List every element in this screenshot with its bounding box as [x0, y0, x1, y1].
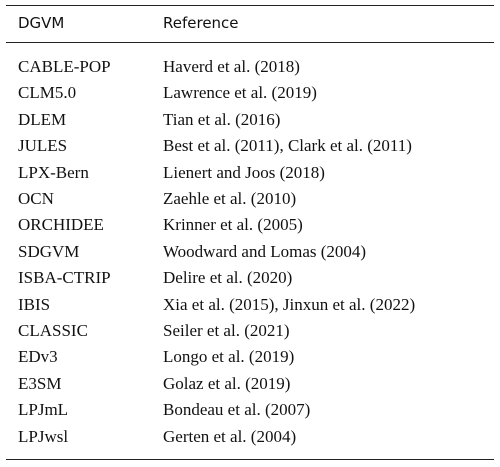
reference-cell: Bondeau et al. (2007) — [163, 400, 311, 420]
reference-cell: Longo et al. (2019) — [163, 347, 295, 367]
model-cell: SDGVM — [18, 241, 80, 261]
bottom-rule — [6, 459, 494, 461]
reference-cell: Lawrence et al. (2019) — [163, 83, 317, 103]
reference-cell: Woodward and Lomas (2004) — [163, 241, 367, 261]
reference-cell: Xia et al. (2015), Jinxun et al. (2022) — [163, 294, 416, 314]
reference-cell: Lienert and Joos (2018) — [163, 162, 325, 182]
reference-cell: Tian et al. (2016) — [163, 109, 281, 129]
model-cell: EDv3 — [18, 347, 58, 367]
model-cell: JULES — [18, 136, 68, 156]
model-cell: CABLE-POP — [18, 57, 111, 76]
model-cell: E3SM — [18, 373, 62, 393]
model-cell: OCN — [18, 189, 54, 208]
model-cell: IBIS — [18, 294, 51, 314]
reference-cell: Best et al. (2011), Clark et al. (2011) — [163, 136, 412, 156]
reference-cell: Krinner et al. (2005) — [163, 215, 303, 235]
reference-cell: Zaehle et al. (2010) — [163, 189, 297, 208]
header-cell: DGVM — [18, 14, 65, 32]
reference-cell: Delire et al. (2020) — [163, 268, 293, 288]
model-cell: CLM5.0 — [18, 83, 77, 103]
model-cell: ISBA-CTRIP — [18, 268, 111, 288]
model-cell: LPJmL — [18, 400, 69, 420]
model-cell: CLASSIC — [18, 321, 88, 340]
header-cell: Reference — [163, 14, 239, 32]
reference-cell: Seiler et al. (2021) — [163, 321, 290, 340]
model-cell: DLEM — [18, 109, 67, 129]
reference-cell: Gerten et al. (2004) — [163, 426, 297, 446]
model-cell: LPX-Bern — [18, 162, 89, 182]
model-cell: LPJwsl — [18, 426, 69, 446]
model-cell: ORCHIDEE — [18, 215, 104, 235]
reference-cell: Golaz et al. (2019) — [163, 373, 291, 393]
header-rule — [6, 42, 494, 43]
reference-cell: Haverd et al. (2018) — [163, 57, 300, 76]
top-rule — [6, 5, 494, 7]
